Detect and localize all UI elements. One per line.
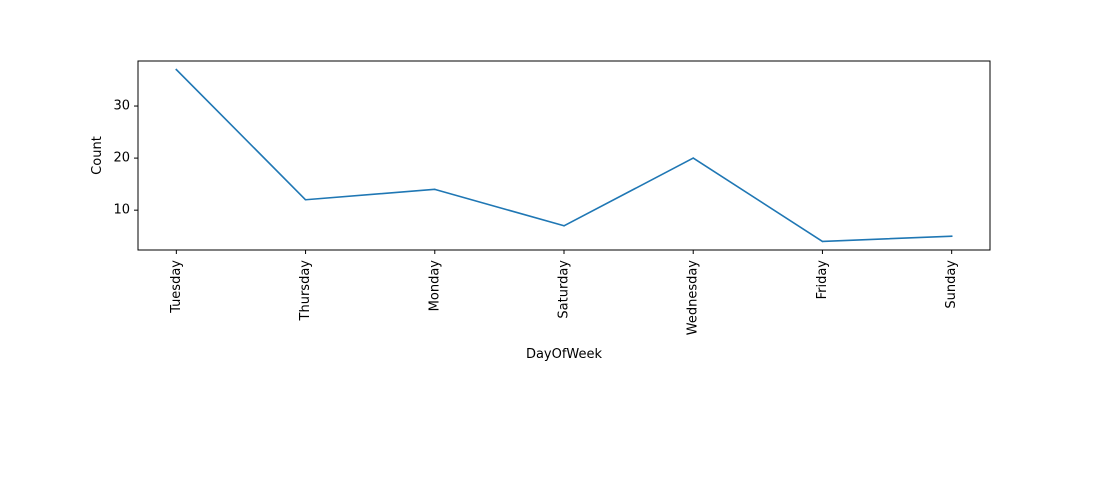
- series-layer: [175, 68, 953, 243]
- y-axis-label: Count: [90, 136, 105, 175]
- y-axis-ticks: 10 20 30: [113, 99, 138, 218]
- x-tick-label: Monday: [427, 260, 442, 312]
- x-tick-label: Tuesday: [169, 260, 184, 314]
- x-tick-label: Wednesday: [686, 260, 701, 336]
- plot-frame: [137, 60, 991, 251]
- x-tick-label: Saturday: [557, 260, 572, 319]
- data-point: [304, 198, 307, 201]
- y-tick-label: 30: [113, 99, 130, 114]
- y-tick-label: 20: [113, 151, 130, 166]
- x-axis-ticks: Tuesday Thursday Monday Saturday Wednesday Fr…: [169, 250, 959, 335]
- x-tick-label: Thursday: [298, 260, 313, 322]
- data-point: [692, 157, 695, 159]
- data-point: [950, 235, 953, 238]
- x-tick-label: Friday: [815, 260, 830, 300]
- data-point: [433, 188, 436, 191]
- data-point: [563, 224, 565, 227]
- x-tick-label: Sunday: [944, 260, 959, 309]
- x-axis-label: DayOfWeek: [526, 347, 603, 362]
- data-point: [821, 240, 824, 243]
- data-point: [175, 68, 178, 71]
- y-tick-label: 10: [113, 203, 130, 218]
